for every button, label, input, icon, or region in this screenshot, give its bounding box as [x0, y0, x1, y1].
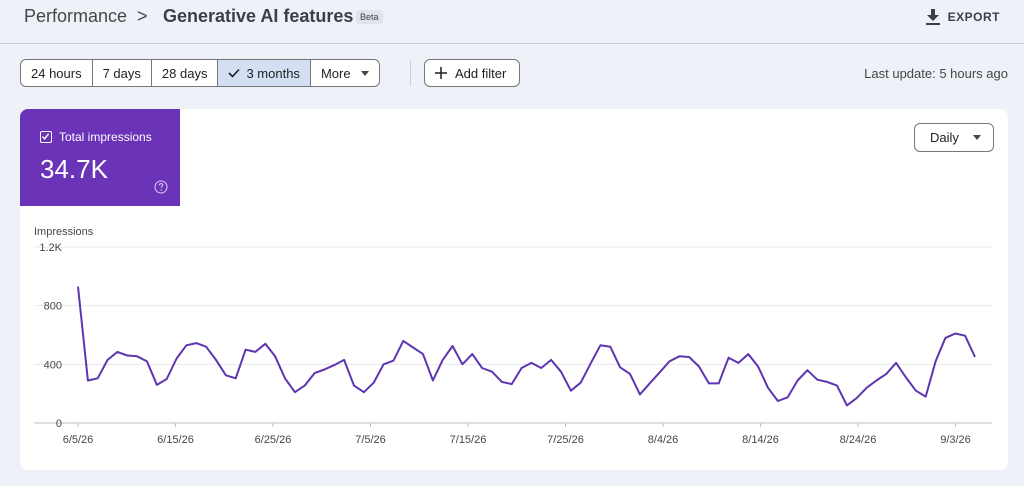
impressions-line-chart: Impressions 0 400 800 1.2K 6/5/26 6/15/26 6/25/…	[34, 226, 992, 446]
last-update-text: Last update: 5 hours ago	[864, 66, 1008, 81]
x-tick-label: 6/15/26	[157, 434, 194, 446]
range-label: 24 hours	[31, 65, 82, 81]
breadcrumb-chevron-icon: >	[137, 6, 148, 26]
page-title: Generative AI features	[163, 6, 354, 26]
date-range-selector: 24 hours 7 days 28 days 3 months More	[20, 59, 380, 87]
checkmark-icon	[228, 68, 241, 78]
range-3-months-button[interactable]: 3 months	[218, 60, 311, 86]
y-axis-title: Impressions	[34, 226, 94, 238]
range-24-hours-button[interactable]: 24 hours	[21, 60, 93, 86]
range-28-days-button[interactable]: 28 days	[152, 60, 219, 86]
granularity-dropdown[interactable]: Daily	[914, 123, 994, 152]
range-7-days-button[interactable]: 7 days	[93, 60, 152, 86]
export-label: EXPORT	[947, 10, 1000, 24]
x-tick-label: 7/25/26	[547, 434, 584, 446]
range-more-dropdown[interactable]: More	[311, 60, 379, 86]
x-tick-label: 8/14/26	[742, 434, 779, 446]
y-tick-label: 0	[56, 418, 62, 430]
x-tick-label: 7/5/26	[355, 434, 386, 446]
impressions-series-line	[77, 286, 976, 407]
toolbar-divider	[410, 60, 411, 86]
range-label: 28 days	[161, 65, 208, 81]
checkbox-icon[interactable]	[40, 131, 52, 143]
caret-down-icon	[360, 70, 369, 76]
y-tick-label: 1.2K	[39, 242, 62, 254]
download-icon	[925, 9, 940, 25]
breadcrumb-performance[interactable]: Performance	[24, 6, 128, 26]
x-tick-label: 8/24/26	[840, 434, 877, 446]
x-tick-label: 9/3/26	[940, 434, 971, 446]
x-tick-label: 6/5/26	[63, 434, 94, 446]
add-filter-label: Add filter	[455, 65, 507, 81]
granularity-label: Daily	[930, 130, 959, 145]
performance-chart-card: Total impressions 34.7K Daily Impression…	[20, 109, 1008, 470]
y-tick-label: 400	[44, 359, 62, 371]
add-filter-button[interactable]: Add filter	[424, 59, 521, 87]
page-header: Performance > Generative AI features Bet…	[0, 0, 1024, 44]
x-tick-label: 7/15/26	[450, 434, 487, 446]
metric-label: Total impressions	[59, 130, 152, 144]
range-label: 7 days	[102, 65, 141, 81]
x-tick-label: 6/25/26	[255, 434, 292, 446]
beta-badge: Beta	[356, 10, 383, 24]
total-impressions-metric-card[interactable]: Total impressions 34.7K	[20, 109, 180, 206]
help-icon[interactable]	[154, 180, 168, 194]
y-tick-label: 800	[44, 301, 62, 313]
range-label: 3 months	[246, 65, 300, 81]
plus-icon	[435, 67, 447, 79]
export-button[interactable]: EXPORT	[925, 6, 1000, 28]
range-label: More	[320, 65, 351, 81]
caret-down-icon	[972, 135, 981, 140]
metric-value: 34.7K	[40, 154, 108, 184]
x-tick-label: 8/4/26	[648, 434, 679, 446]
